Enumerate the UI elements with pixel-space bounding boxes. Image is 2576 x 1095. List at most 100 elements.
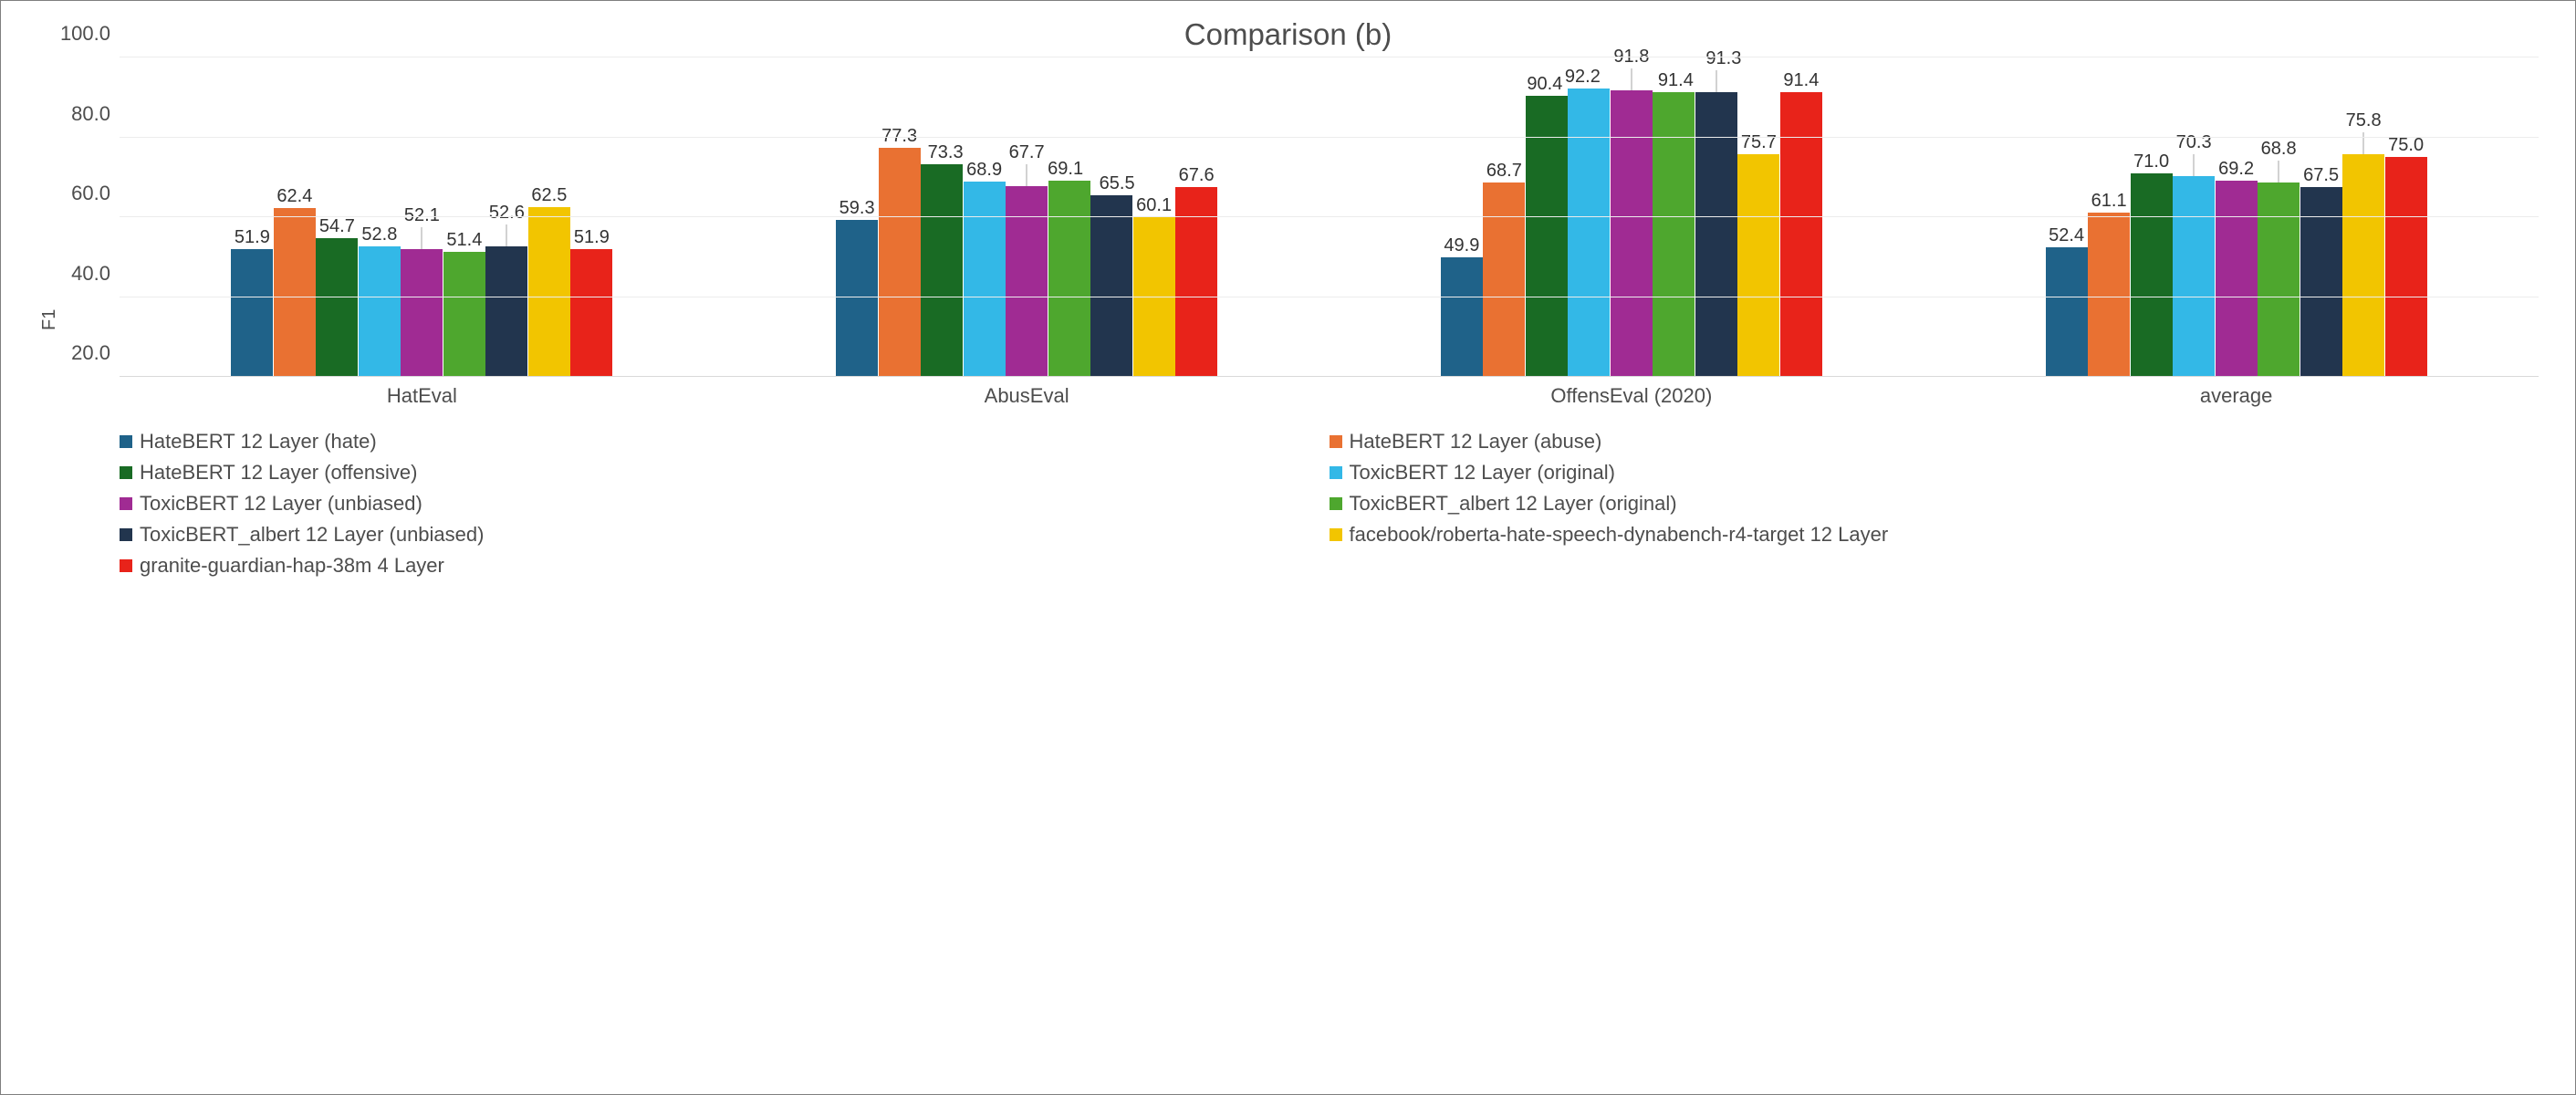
bar-rect bbox=[1483, 182, 1525, 377]
legend-item: facebook/roberta-hate-speech-dynabench-r… bbox=[1330, 519, 2539, 550]
bar-rect bbox=[2131, 173, 2173, 377]
legend-item: ToxicBERT_albert 12 Layer (unbiased) bbox=[120, 519, 1330, 550]
bar: 62.5 bbox=[528, 57, 570, 377]
bar: 65.5 bbox=[1090, 57, 1132, 377]
value-label: 70.3 bbox=[2176, 132, 2212, 153]
bar-rect bbox=[1780, 92, 1822, 377]
leader-line bbox=[2363, 132, 2364, 154]
bar-rect bbox=[2046, 247, 2088, 377]
legend-item: HateBERT 12 Layer (abuse) bbox=[1330, 426, 2539, 457]
legend-swatch bbox=[1330, 466, 1342, 479]
bar: 52.8 bbox=[359, 57, 401, 377]
y-axis-label: F1 bbox=[37, 57, 60, 581]
bar: 51.9 bbox=[231, 57, 273, 377]
bar-rect bbox=[1568, 89, 1610, 377]
bar-group: 49.968.790.492.291.891.491.375.791.4 bbox=[1330, 57, 1935, 377]
value-label: 51.9 bbox=[574, 227, 610, 248]
bar: 73.3 bbox=[921, 57, 963, 377]
plot-wrap: F1 51.962.454.752.852.151.452.662.551.95… bbox=[37, 57, 2539, 581]
bar: 52.6 bbox=[485, 57, 527, 377]
value-label: 61.1 bbox=[2091, 191, 2127, 212]
bar-rect bbox=[964, 182, 1006, 377]
leader-line bbox=[506, 224, 507, 246]
bar-rect bbox=[2342, 154, 2384, 377]
value-label: 71.0 bbox=[2133, 151, 2169, 172]
gridline bbox=[120, 216, 2539, 217]
value-label: 49.9 bbox=[1444, 235, 1479, 256]
bar-rect bbox=[1653, 92, 1695, 377]
legend-swatch bbox=[1330, 497, 1342, 510]
legend-label: ToxicBERT_albert 12 Layer (unbiased) bbox=[140, 523, 484, 547]
legend-item: HateBERT 12 Layer (hate) bbox=[120, 426, 1330, 457]
legend-label: HateBERT 12 Layer (hate) bbox=[140, 430, 377, 454]
grid-area: 51.962.454.752.852.151.452.662.551.9 59.3… bbox=[120, 57, 2539, 377]
legend-swatch bbox=[1330, 435, 1342, 448]
plot: 51.962.454.752.852.151.452.662.551.9 59.3… bbox=[60, 57, 2539, 581]
value-label: 69.2 bbox=[2218, 159, 2254, 180]
bar: 91.4 bbox=[1780, 57, 1822, 377]
bar-rect bbox=[274, 208, 316, 378]
bar: 62.4 bbox=[274, 57, 316, 377]
bar-rect bbox=[2258, 182, 2300, 378]
legend-item: granite-guardian-hap-38m 4 Layer bbox=[120, 550, 1330, 581]
legend-swatch bbox=[120, 559, 132, 572]
value-label: 91.3 bbox=[1705, 48, 1741, 69]
value-label: 73.3 bbox=[928, 142, 964, 163]
value-label: 68.8 bbox=[2261, 139, 2297, 160]
value-label: 67.6 bbox=[1179, 165, 1215, 186]
legend-label: HateBERT 12 Layer (abuse) bbox=[1350, 430, 1602, 454]
y-tick-label: 20.0 bbox=[71, 341, 120, 365]
value-label: 51.9 bbox=[235, 227, 270, 248]
bar: 75.7 bbox=[1737, 57, 1779, 377]
bar-rect bbox=[1526, 96, 1568, 377]
bar-groups: 51.962.454.752.852.151.452.662.551.9 59.3… bbox=[120, 57, 2539, 377]
bar-rect bbox=[316, 238, 358, 377]
bar-rect bbox=[359, 246, 401, 378]
leader-line bbox=[1631, 68, 1632, 90]
bar: 68.8 bbox=[2258, 57, 2300, 377]
value-label: 69.1 bbox=[1048, 159, 1083, 180]
bar: 75.0 bbox=[2385, 57, 2427, 377]
y-tick-label: 100.0 bbox=[60, 22, 120, 46]
x-ticks: HatEvalAbusEvalOffensEval (2020)average bbox=[120, 377, 2539, 408]
legend-label: ToxicBERT 12 Layer (original) bbox=[1350, 461, 1615, 485]
bar-rect bbox=[401, 249, 443, 377]
bar: 68.7 bbox=[1483, 57, 1525, 377]
legend-label: facebook/roberta-hate-speech-dynabench-r… bbox=[1350, 523, 1889, 547]
bar: 77.3 bbox=[879, 57, 921, 377]
bar-rect bbox=[2385, 157, 2427, 377]
bar: 70.3 bbox=[2173, 57, 2215, 377]
bar: 67.7 bbox=[1006, 57, 1048, 377]
legend-label: ToxicBERT 12 Layer (unbiased) bbox=[140, 492, 422, 516]
bar-rect bbox=[1090, 195, 1132, 377]
bar: 91.4 bbox=[1653, 57, 1695, 377]
bar-group: 51.962.454.752.852.151.452.662.551.9 bbox=[120, 57, 725, 377]
value-label: 60.1 bbox=[1136, 195, 1172, 216]
bar-rect bbox=[2088, 213, 2130, 377]
bar-rect bbox=[921, 164, 963, 377]
bar-rect bbox=[1611, 90, 1653, 377]
bar-rect bbox=[231, 249, 273, 377]
value-label: 52.6 bbox=[489, 203, 525, 224]
bar: 90.4 bbox=[1526, 57, 1568, 377]
bar: 69.2 bbox=[2216, 57, 2258, 377]
bar: 49.9 bbox=[1441, 57, 1483, 377]
x-tick-label: OffensEval (2020) bbox=[1330, 377, 1935, 408]
y-tick-label: 40.0 bbox=[71, 262, 120, 286]
bar: 51.4 bbox=[443, 57, 485, 377]
bar-rect bbox=[1441, 257, 1483, 377]
bar: 92.2 bbox=[1568, 57, 1610, 377]
value-label: 68.9 bbox=[966, 160, 1002, 181]
bar: 67.6 bbox=[1175, 57, 1217, 377]
x-tick-label: HatEval bbox=[120, 377, 725, 408]
chart-title: Comparison (b) bbox=[37, 17, 2539, 52]
bar: 75.8 bbox=[2342, 57, 2384, 377]
bar-rect bbox=[1695, 92, 1737, 377]
bar: 59.3 bbox=[836, 57, 878, 377]
value-label: 65.5 bbox=[1100, 173, 1135, 194]
legend-swatch bbox=[1330, 528, 1342, 541]
bar-rect bbox=[1006, 186, 1048, 377]
x-tick-label: average bbox=[1934, 377, 2539, 408]
value-label: 75.8 bbox=[2346, 110, 2382, 131]
value-label: 91.4 bbox=[1783, 70, 1819, 91]
